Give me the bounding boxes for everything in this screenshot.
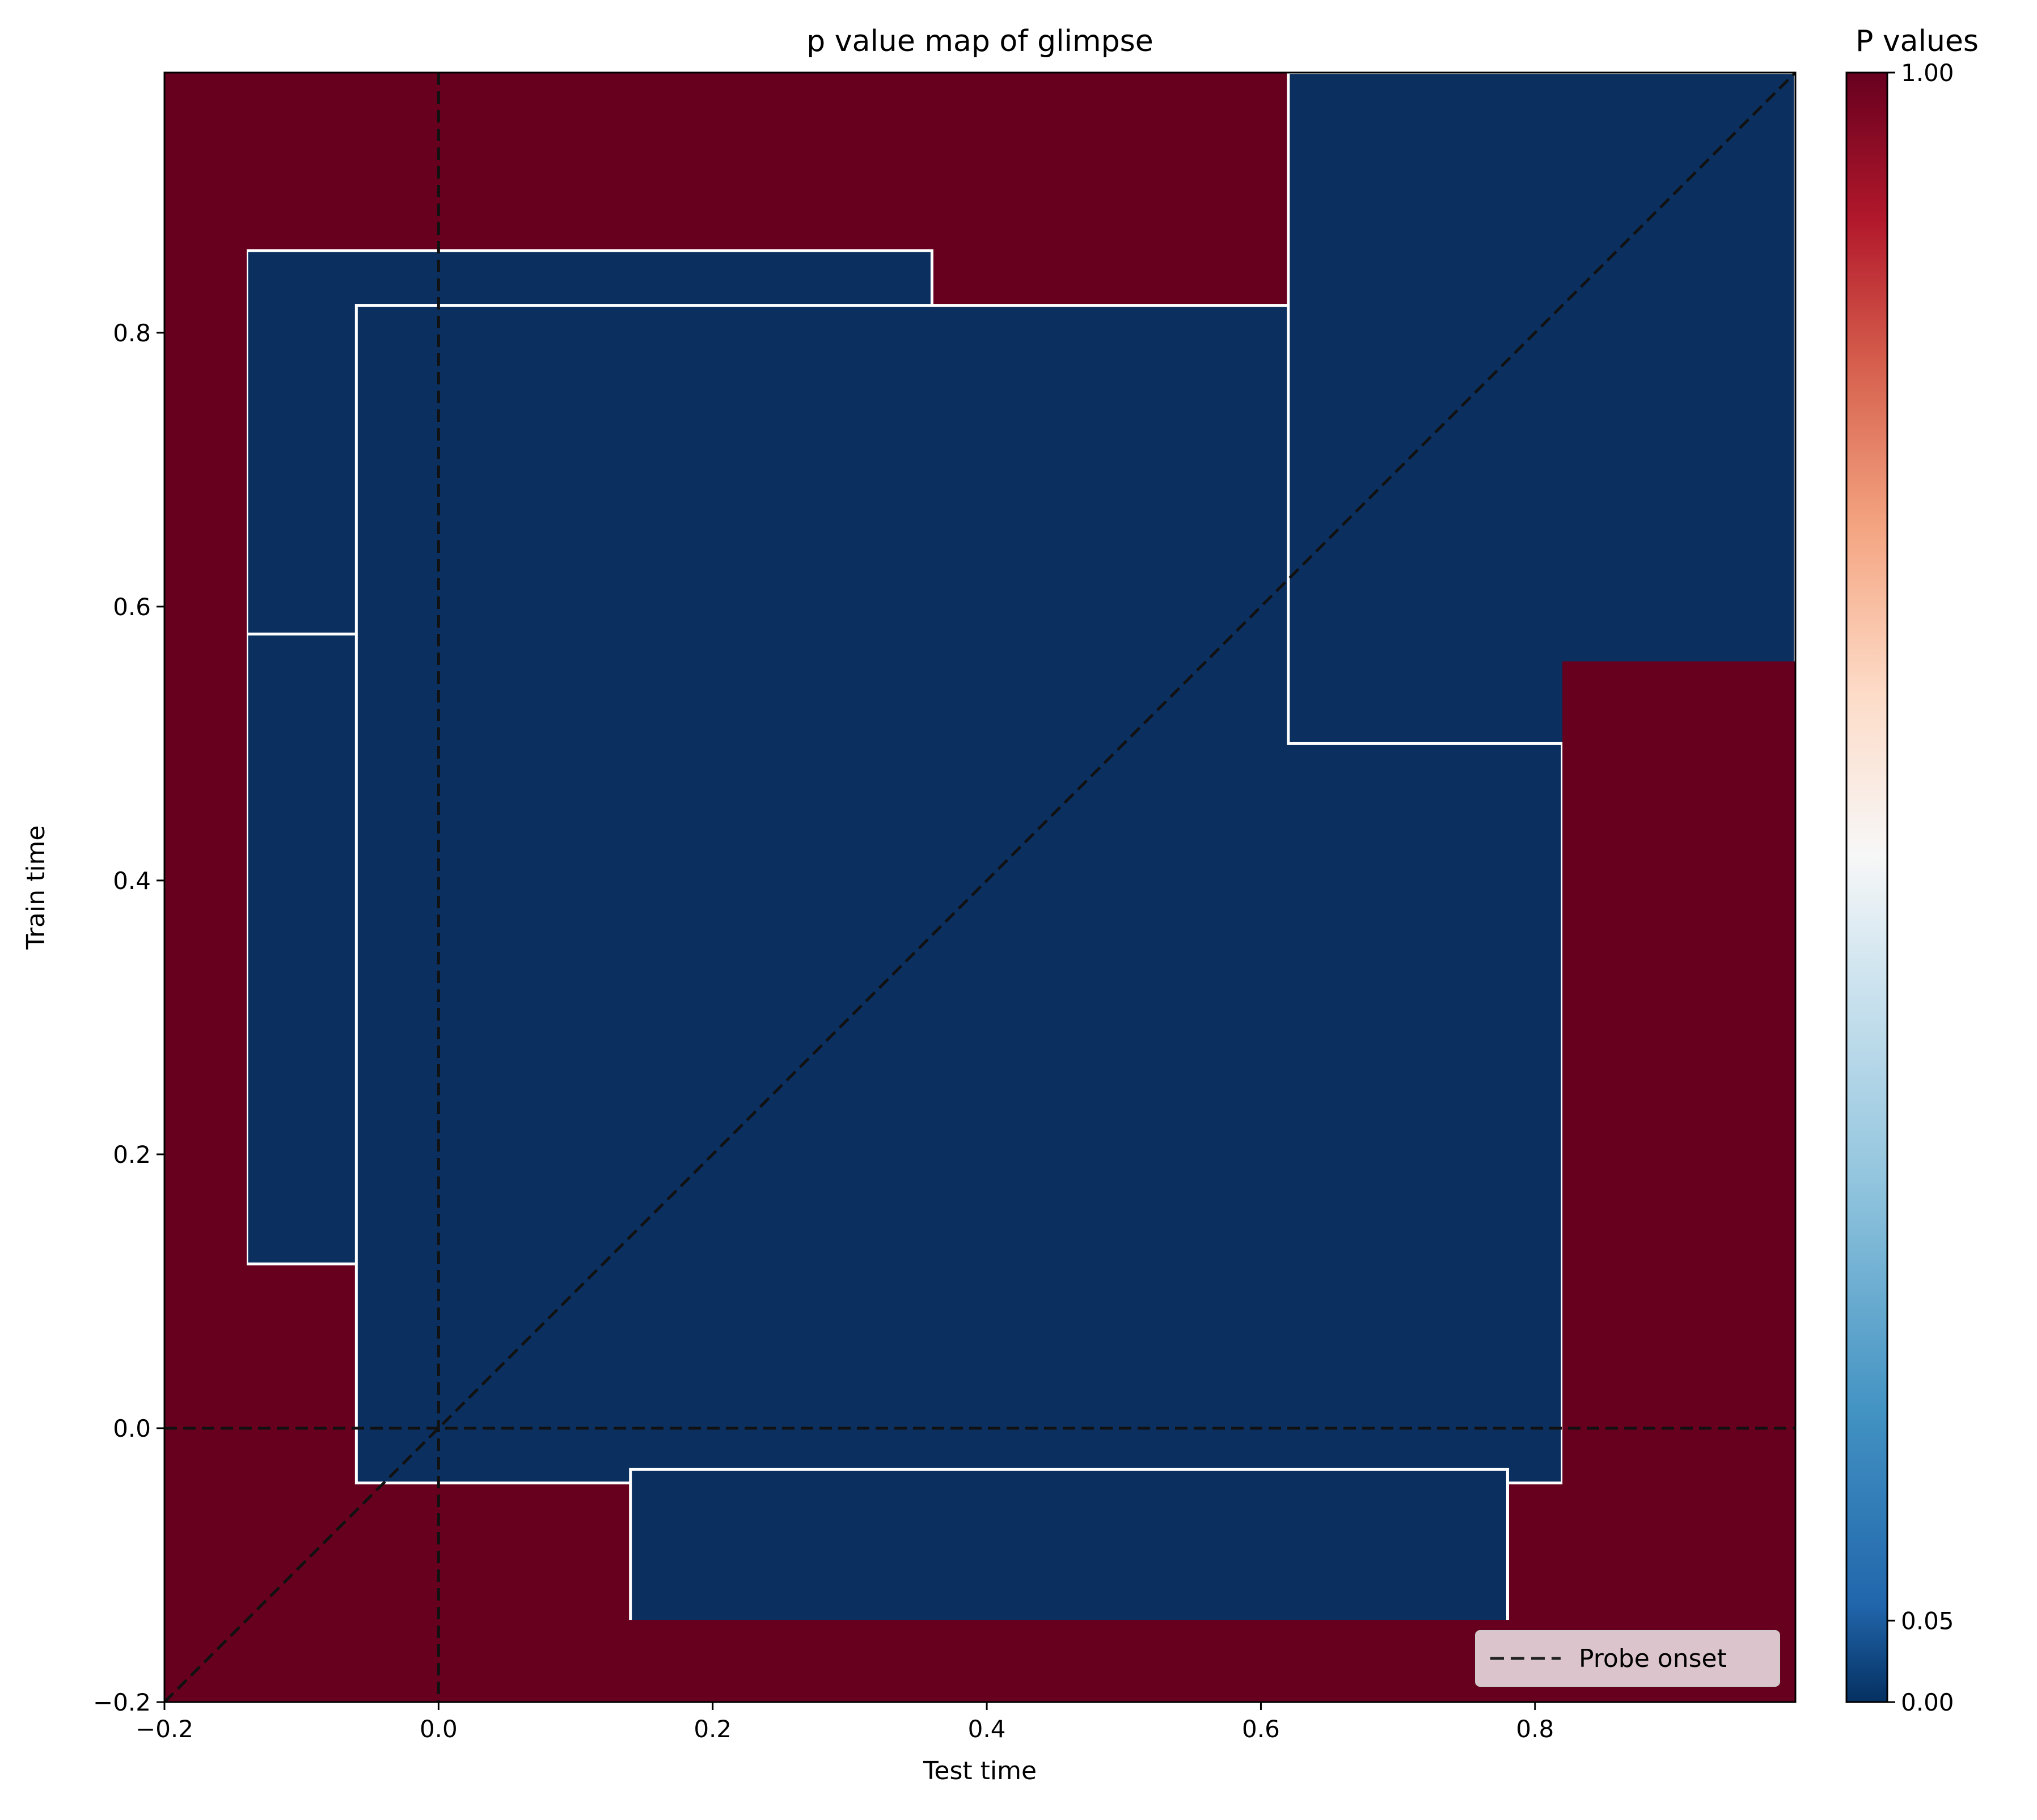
x-tick-label: 0.4 [968,1715,1006,1743]
plot-frame [163,71,1797,1703]
significant-region-5 [1287,73,1795,745]
colorbar-title: P values [1856,24,1979,58]
nonsignificant-region-2 [164,73,247,1702]
colorbar: P values 0.00 0.05 1.00 [1845,24,1979,1716]
chart-title: p value map of glimpse [806,24,1153,58]
x-tick-label: 0.0 [420,1715,458,1743]
significant-region-4 [629,1467,1509,1635]
y-tick-label: 0.0 [113,1415,151,1442]
colorbar-tick-label: 0.05 [1901,1607,1954,1635]
legend: Probe onset [1475,1630,1780,1687]
y-tick-label: 0.6 [113,593,151,621]
y-axis-ticks: −0.2 0.0 0.2 0.4 0.6 0.8 [93,319,164,1716]
legend-label-probe-onset: Probe onset [1579,1644,1727,1673]
y-tick-label: 0.8 [113,319,151,347]
x-tick-label: −0.2 [136,1715,193,1743]
colorbar-gradient [1845,71,1888,1703]
colorbar-tick-label: 1.00 [1901,59,1954,87]
diagonal-reference-line [164,73,1795,1702]
significance-regions [164,73,1795,1702]
y-tick-label: 0.4 [113,867,151,895]
nonsignificant-region-3 [1562,661,1795,1702]
x-axis-ticks: −0.2 0.0 0.2 0.4 0.6 0.8 [136,1702,1554,1743]
colorbar-ticks: 0.00 0.05 1.00 [1887,59,1954,1716]
colorbar-tick-label: 0.00 [1901,1688,1954,1716]
y-tick-label: −0.2 [93,1688,151,1716]
x-tick-label: 0.2 [694,1715,732,1743]
reference-lines [164,73,1795,1702]
x-tick-label: 0.8 [1516,1715,1554,1743]
plot-area [164,73,1795,1702]
y-axis-label: Train time [22,826,50,950]
x-tick-label: 0.6 [1242,1715,1280,1743]
x-axis-label: Test time [923,1756,1037,1785]
y-tick-label: 0.2 [113,1141,151,1169]
legend-box [1475,1630,1780,1687]
